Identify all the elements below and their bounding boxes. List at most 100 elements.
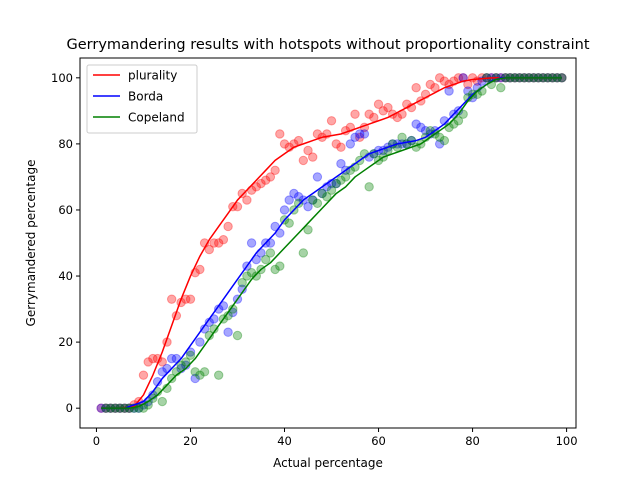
- data-point: [326, 185, 337, 195]
- data-point: [303, 225, 313, 235]
- data-point: [270, 264, 280, 275]
- data-point: [246, 268, 257, 278]
- data-point: [308, 195, 318, 205]
- data-point: [336, 159, 346, 169]
- data-point: [148, 353, 158, 364]
- data-point: [458, 73, 468, 83]
- data-point: [364, 109, 374, 119]
- data-point: [298, 248, 309, 258]
- data-point: [138, 370, 149, 380]
- axes: 0 20 40 60 80 100 0 20 40 60 80 100: [51, 71, 578, 448]
- data-point: [143, 357, 153, 367]
- data-point: [425, 79, 435, 90]
- series-copeland-line: [101, 77, 562, 409]
- data-point: [166, 294, 177, 304]
- data-point: [270, 165, 280, 176]
- legend-label: Copeland: [128, 111, 185, 125]
- data-point: [166, 373, 177, 384]
- data-point: [453, 116, 464, 126]
- data-point: [355, 129, 365, 139]
- y-tick-label: 20: [58, 335, 73, 349]
- data-point: [322, 192, 332, 202]
- data-point: [458, 73, 468, 83]
- data-point: [397, 132, 407, 142]
- data-point: [279, 205, 290, 215]
- data-point: [195, 337, 205, 347]
- data-point: [303, 145, 313, 156]
- data-point: [303, 201, 313, 212]
- x-tick-label: 40: [277, 434, 292, 448]
- plot-frame: [79, 57, 577, 429]
- data-point: [237, 188, 247, 199]
- data-point: [242, 195, 252, 205]
- plot-marks: [96, 73, 567, 413]
- legend-label: plurality: [128, 69, 177, 83]
- data-point: [439, 76, 450, 86]
- y-tick-label: 60: [58, 203, 73, 217]
- data-point: [237, 277, 247, 288]
- x-tick-label: 100: [556, 434, 578, 448]
- x-tick-label: 0: [93, 434, 100, 448]
- data-point: [204, 244, 214, 255]
- data-point: [218, 235, 229, 245]
- data-point: [364, 182, 374, 192]
- series-borda-line: [101, 77, 562, 409]
- data-point: [444, 86, 454, 96]
- data-point: [331, 139, 341, 149]
- y-tick-label: 0: [66, 401, 73, 415]
- data-point: [293, 192, 304, 202]
- data-point: [434, 73, 445, 83]
- data-point: [420, 125, 431, 136]
- data-point: [242, 271, 252, 281]
- data-point: [195, 370, 205, 380]
- data-point: [157, 367, 167, 377]
- x-axis-label: Actual percentage: [273, 456, 383, 470]
- data-point: [293, 198, 304, 209]
- legend-box: [86, 64, 198, 134]
- data-point: [279, 139, 290, 149]
- data-point: [261, 175, 271, 185]
- data-point: [284, 218, 294, 228]
- data-point: [434, 139, 445, 149]
- data-point: [265, 172, 276, 182]
- data-point: [359, 129, 370, 139]
- data-point: [411, 83, 421, 93]
- data-point: [378, 106, 388, 116]
- data-point: [251, 182, 261, 192]
- data-point: [213, 238, 224, 248]
- data-point: [350, 109, 360, 119]
- data-point: [275, 129, 285, 139]
- data-point: [275, 261, 285, 271]
- data-point: [373, 99, 384, 109]
- legend-label: Borda: [128, 90, 163, 104]
- data-point: [232, 330, 243, 341]
- data-point: [246, 238, 257, 248]
- data-point: [331, 178, 341, 189]
- data-point: [308, 195, 318, 205]
- data-point: [261, 254, 271, 265]
- data-point: [336, 175, 346, 185]
- data-point: [185, 294, 196, 304]
- data-point: [350, 132, 360, 142]
- y-axis-label: Gerrymandered percentage: [24, 160, 38, 327]
- data-point: [345, 139, 356, 149]
- data-point: [265, 248, 276, 258]
- data-point: [251, 271, 261, 281]
- y-tick-label: 100: [51, 71, 73, 85]
- data-point: [336, 142, 346, 152]
- data-point: [256, 178, 266, 189]
- data-point: [331, 178, 341, 189]
- data-point: [213, 370, 224, 380]
- data-point: [298, 155, 309, 166]
- data-point: [317, 188, 327, 199]
- data-point: [293, 135, 304, 146]
- data-point: [157, 396, 167, 407]
- chart-title: Gerrymandering results with hotspots wit…: [67, 37, 590, 53]
- data-point: [195, 264, 205, 275]
- series-plurality-line: [101, 77, 562, 409]
- data-point: [355, 132, 365, 142]
- data-point: [284, 195, 294, 205]
- data-point: [185, 350, 196, 361]
